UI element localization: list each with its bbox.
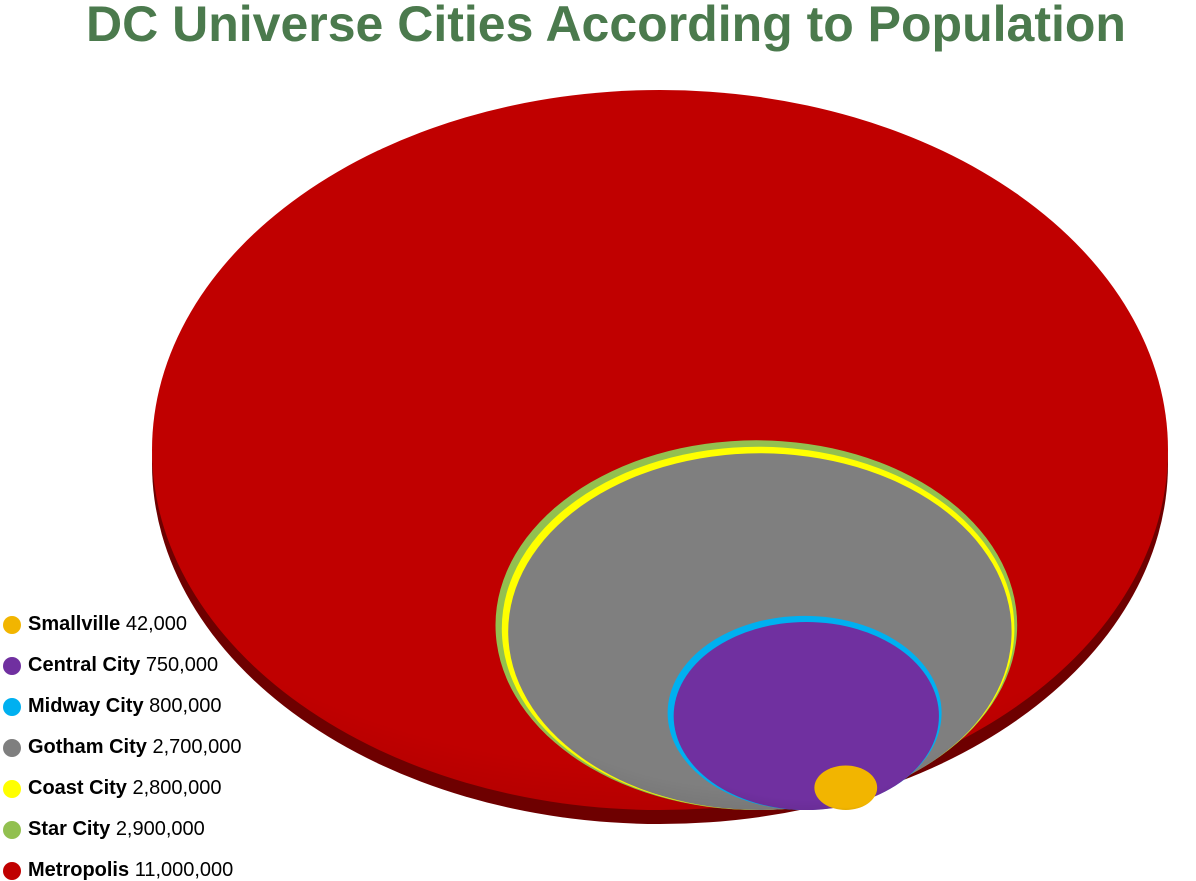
legend-label: Central City 750,000 <box>28 654 218 676</box>
legend-value: 750,000 <box>146 654 218 676</box>
legend-marker <box>3 780 21 798</box>
legend-name: Star City <box>28 818 111 840</box>
ellipse-shade <box>673 621 939 810</box>
legend-value: 2,900,000 <box>116 818 205 840</box>
legend-label: Midway City 800,000 <box>28 695 221 717</box>
legend-name: Coast City <box>28 777 128 799</box>
legend-name: Gotham City <box>28 736 148 758</box>
legend-label: Coast City 2,800,000 <box>28 777 221 799</box>
legend-marker <box>3 657 21 675</box>
legend-value: 2,800,000 <box>132 777 221 799</box>
legend-marker <box>3 616 21 634</box>
legend-value: 800,000 <box>149 695 221 717</box>
legend-name: Central City <box>28 654 141 676</box>
legend-marker <box>3 862 21 880</box>
legend-marker <box>3 698 21 716</box>
chart-title: DC Universe Cities According to Populati… <box>86 0 1126 52</box>
legend-label: Smallville 42,000 <box>28 613 187 635</box>
legend-label: Star City 2,900,000 <box>28 818 205 840</box>
legend-value: 11,000,000 <box>135 859 234 881</box>
legend-label: Metropolis 11,000,000 <box>28 859 233 881</box>
ellipse-shade <box>814 765 878 810</box>
plot <box>152 90 1168 824</box>
legend-name: Metropolis <box>28 859 129 881</box>
legend-name: Midway City <box>28 695 144 717</box>
legend-value: 2,700,000 <box>152 736 241 758</box>
legend-name: Smallville <box>28 613 120 635</box>
legend-label: Gotham City 2,700,000 <box>28 736 241 758</box>
legend-value: 42,000 <box>126 613 187 635</box>
legend-marker <box>3 739 21 757</box>
legend-marker <box>3 821 21 839</box>
